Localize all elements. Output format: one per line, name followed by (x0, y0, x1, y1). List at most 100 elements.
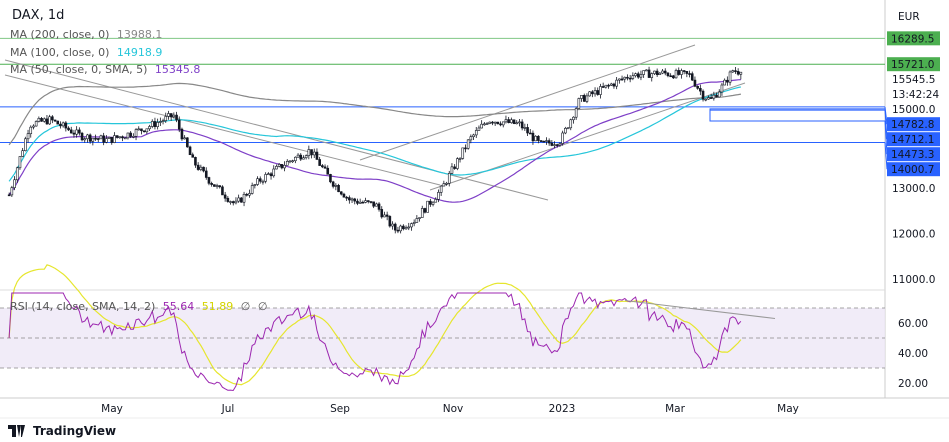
ma200-line (8, 82, 742, 146)
candle-body (107, 136, 111, 139)
candle-body (412, 222, 416, 224)
candle-body (102, 135, 105, 143)
rsi-line (8, 292, 742, 392)
candle-body (537, 135, 540, 141)
candle-body (445, 182, 448, 185)
candle-body (491, 121, 494, 124)
candle-body (294, 156, 297, 162)
candle-body (261, 180, 265, 183)
candle-body (636, 73, 640, 78)
candle-body (42, 118, 46, 122)
level-tag (887, 117, 940, 132)
rsi-trend-line (624, 300, 776, 319)
candle-body (690, 73, 694, 81)
time-tick: May (777, 403, 799, 415)
candle-body (253, 184, 257, 186)
candle-body (628, 77, 632, 80)
candle-body (437, 192, 440, 200)
candle-body (442, 183, 446, 187)
candle-body (180, 128, 184, 140)
candle-body (326, 167, 330, 175)
level-tag-connector (884, 110, 888, 140)
legend-ma50[interactable]: MA (50, close, 0, SMA, 5) 15345.8 (10, 63, 200, 76)
candle-body (456, 158, 459, 169)
candle-body (385, 214, 389, 217)
candle-body (283, 164, 286, 169)
candle-body (674, 70, 678, 79)
candle-body (91, 137, 95, 142)
candle-body (83, 138, 87, 141)
legend-rsi[interactable]: RSI (14, close, SMA, 14, 2) 55.64 51.89 … (10, 300, 267, 313)
candle-body (588, 91, 591, 97)
candle-body (310, 149, 313, 156)
candle-body (142, 130, 146, 133)
candle-body (137, 128, 141, 131)
candle-body (183, 137, 186, 140)
level-tag (887, 31, 940, 46)
candle-body (601, 86, 605, 88)
candle-body (277, 164, 281, 167)
candle-body (504, 119, 508, 123)
candle-body (415, 218, 419, 223)
candle-body (375, 203, 378, 207)
candle-body (75, 129, 78, 135)
candle-body (626, 76, 629, 79)
candle-body (105, 138, 108, 143)
candle-body (172, 114, 176, 118)
candle-body (69, 129, 73, 134)
level-tag-connector (884, 106, 888, 125)
candle-body (59, 123, 62, 127)
time-tick: May (101, 403, 123, 415)
candle-body (99, 135, 103, 140)
candle-body (623, 76, 627, 80)
candles (7, 66, 743, 234)
candle-body (393, 223, 397, 231)
candle-body (634, 73, 637, 77)
legend-ma200[interactable]: MA (200, close, 0) 13988.1 (10, 28, 162, 41)
candle-body (323, 166, 327, 169)
candle-body (256, 178, 259, 185)
rsi-tick: 60.00 (898, 318, 928, 330)
candle-body (204, 170, 208, 178)
candle-body (45, 118, 49, 125)
tradingview-logo-icon (8, 425, 25, 437)
candle-body (731, 70, 735, 73)
candle-body (645, 69, 648, 72)
candle-body (240, 197, 243, 203)
candle-body (561, 132, 564, 144)
candle-body (631, 75, 635, 79)
candle-body (307, 149, 311, 156)
candle-body (707, 97, 710, 100)
candle-body (312, 151, 316, 156)
candle-body (434, 199, 438, 203)
ma100-value: 14918.9 (116, 46, 163, 59)
candle-body (688, 73, 691, 75)
candle-body (423, 208, 427, 213)
candle-body (296, 154, 300, 158)
candle-body (477, 127, 481, 131)
tradingview-logo[interactable]: TradingView (8, 424, 116, 438)
candle-body (407, 226, 411, 229)
candle-body (53, 119, 57, 122)
candle-body (682, 70, 686, 72)
legend-ma100[interactable]: MA (100, close, 0) 14918.9 (10, 46, 162, 59)
candle-body (115, 135, 119, 138)
candle-body (51, 116, 54, 121)
candle-body (596, 90, 600, 95)
level-tag-label: 15721.0 (891, 59, 934, 71)
candle-body (450, 166, 454, 174)
price-tick: 12000.0 (892, 229, 935, 241)
candle-body (226, 197, 230, 202)
candle-body (485, 123, 489, 125)
level-tag-label: 14782.8 (891, 119, 934, 131)
candle-body (24, 138, 27, 152)
level-tag (887, 162, 940, 177)
candle-body (410, 223, 413, 228)
candle-body (140, 128, 143, 132)
level-tag-label: 14473.3 (891, 149, 934, 161)
trend-line-2 (359, 44, 696, 161)
candle-body (672, 75, 675, 79)
candle-body (709, 97, 713, 99)
candle-body (167, 113, 170, 117)
